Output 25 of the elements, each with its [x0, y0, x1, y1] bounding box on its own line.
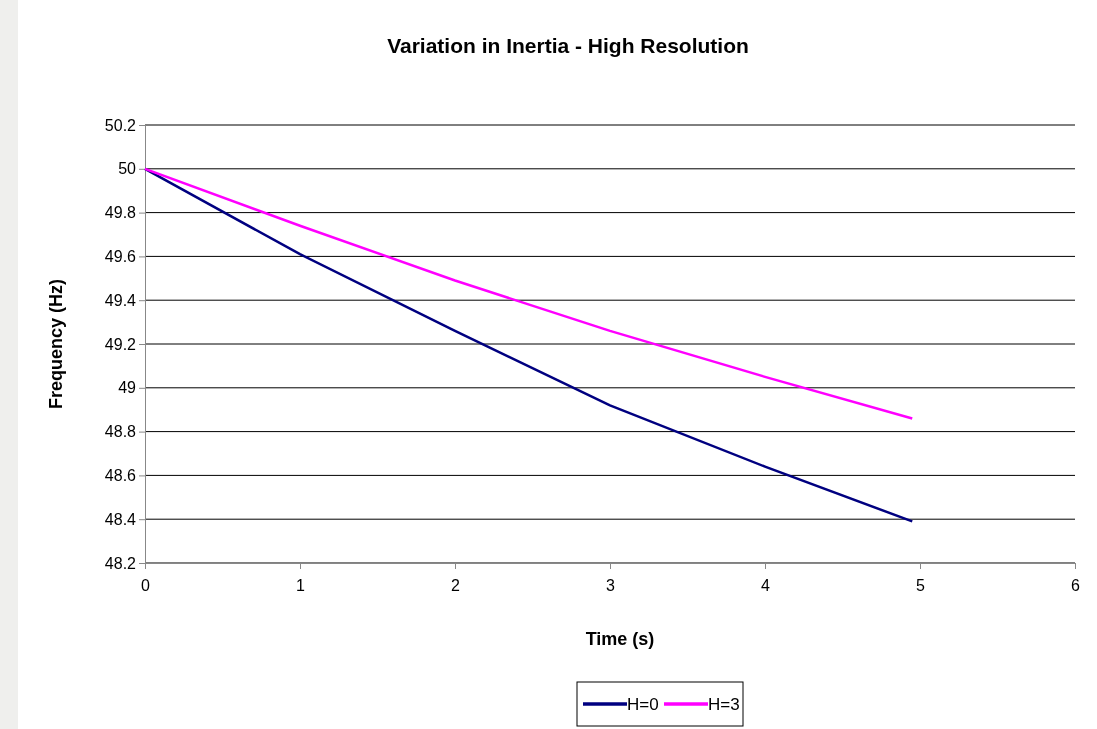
y-tick-label: 50.2 [104, 116, 137, 134]
x-tick-label: 2 [451, 577, 461, 595]
y-tick-label: 49.6 [104, 248, 137, 266]
legend-label: H=0 [627, 695, 659, 714]
y-tick-label: 48.4 [104, 510, 137, 528]
y-tick-label: 48.8 [104, 423, 137, 441]
line-series [143, 167, 914, 420]
x-tick-label: 6 [1071, 577, 1081, 595]
x-tick-label: 3 [606, 577, 616, 595]
y-tick-label: 49.4 [104, 291, 137, 309]
y-tick-label: 49 [118, 379, 137, 397]
y-axis-title: Frequency (Hz) [46, 278, 66, 410]
x-tick-label: 4 [761, 577, 771, 595]
y-tick-label: 49.8 [104, 204, 137, 222]
line-series [143, 167, 914, 523]
y-tick-label: 49.2 [104, 335, 137, 353]
y-tick-label: 48.2 [104, 554, 137, 572]
y-tick-label: 50 [118, 160, 137, 178]
x-tick-label: 1 [296, 577, 306, 595]
legend-label: H=3 [708, 695, 740, 714]
y-tick-label: 48.6 [104, 467, 137, 485]
x-axis-title: Time (s) [585, 629, 655, 649]
chart-title: Variation in Inertia - High Resolution [387, 34, 749, 57]
x-tick-label: 5 [916, 577, 926, 595]
x-tick-label: 0 [141, 577, 151, 595]
